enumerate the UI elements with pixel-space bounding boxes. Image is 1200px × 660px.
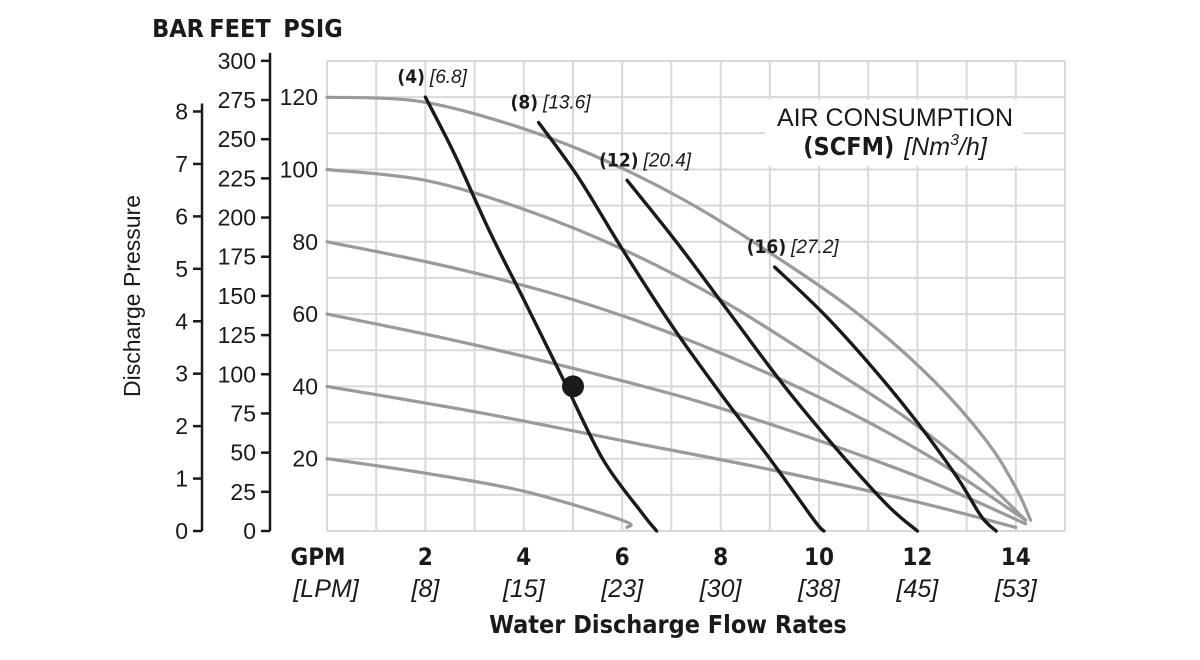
legend: AIR CONSUMPTION (SCFM) [Nm3/h]: [765, 100, 1023, 166]
pressure-curve-4: [325, 312, 1028, 526]
feet-tick-label: 75: [230, 400, 256, 426]
x-unit-gpm: GPM: [290, 543, 345, 571]
air-curve-label-2: (8) [13.6]: [511, 91, 592, 113]
bar-tick-label: 4: [175, 308, 188, 334]
air-curve-nm3h-4: [27.2]: [790, 237, 839, 258]
y-axis-title: Discharge Pressure: [119, 195, 145, 397]
x-tick-label-lpm: [45]: [896, 575, 940, 603]
pressure-curve-3: [325, 240, 1028, 522]
x-tick-label-gpm: 4: [516, 543, 531, 571]
air-curve-3: [625, 178, 920, 533]
air-curve-4: [773, 265, 998, 533]
air-curve-scfm-4: (16): [747, 236, 786, 258]
feet-tick-label: 25: [230, 479, 256, 505]
bar-tick-label: 2: [175, 413, 188, 439]
bar-tick-label: 5: [175, 256, 188, 282]
bar-tick-label: 7: [175, 151, 188, 177]
psig-tick-label: 120: [280, 84, 318, 110]
air-curve-scfm-3: (12): [599, 149, 638, 171]
x-tick-label-gpm: 6: [615, 543, 630, 571]
bar-tick-label: 0: [175, 518, 188, 544]
air-curve-1: [423, 95, 659, 533]
psig-axis-header: PSIG: [283, 14, 343, 43]
x-tick-label-gpm: 14: [1001, 543, 1031, 571]
feet-tick-label: 275: [218, 87, 256, 113]
air-curve-nm3h-1: [6.8]: [429, 67, 468, 88]
curve-labels: (4) [6.8] (8) [13.6] (12) [20.4] (16) [27.2]: [397, 66, 839, 258]
psig-tick-label: 60: [292, 301, 318, 327]
x-tick-label-gpm: 8: [713, 543, 728, 571]
air-consumption-curves: [423, 95, 998, 533]
air-curve-nm3h-2: [13.6]: [542, 92, 591, 113]
x-tick-label-lpm: [38]: [797, 575, 841, 603]
x-tick-label-gpm: 12: [902, 543, 932, 571]
psig-axis: 20 40 60 80 100 120: [280, 84, 318, 472]
x-tick-label-gpm: 10: [804, 543, 834, 571]
air-curve-label-4: (16) [27.2]: [747, 236, 840, 258]
psig-tick-label: 20: [292, 446, 318, 472]
feet-tick-label: 175: [218, 244, 256, 270]
pressure-curve-6: [325, 457, 633, 529]
legend-title: AIR CONSUMPTION: [777, 104, 1013, 132]
bar-tick-label: 6: [175, 203, 188, 229]
x-tick-label-lpm: [30]: [699, 575, 743, 603]
pressure-curve-5: [325, 384, 1018, 529]
legend-nm3-suffix: /h]: [957, 133, 988, 161]
feet-tick-label: 0: [243, 518, 256, 544]
x-axis: GPM [LPM] 2 [8] 4 [15] 6 [23] 8 [30] 10 [38] 12 [45] 1…: [290, 543, 1037, 603]
x-tick-label-gpm: 2: [418, 543, 433, 571]
bar-axis-header: BAR: [152, 14, 204, 43]
pressure-curve-2: [325, 167, 1028, 522]
legend-units: (SCFM) [Nm3/h]: [803, 132, 988, 161]
bar-tick-label: 3: [175, 361, 188, 387]
x-unit-lpm: [LPM]: [292, 575, 359, 603]
pressure-curves: [325, 95, 1033, 529]
feet-axis: 0 25 50 75 100 125 150 175 200 225 250 275 300: [218, 48, 272, 544]
air-curve-2: [536, 120, 826, 533]
x-tick-label-lpm: [23]: [600, 575, 644, 603]
psig-tick-label: 80: [292, 229, 318, 255]
x-tick-label-lpm: [15]: [502, 575, 546, 603]
legend-nm3-prefix: [Nm: [903, 133, 950, 161]
feet-tick-label: 150: [218, 283, 256, 309]
x-tick-label-lpm: [53]: [994, 575, 1038, 603]
bar-tick-label: 8: [175, 99, 188, 125]
air-curve-label-3: (12) [20.4]: [599, 149, 692, 171]
feet-axis-header: FEET: [209, 14, 271, 43]
air-curve-nm3h-3: [20.4]: [643, 150, 692, 171]
legend-nm3-sup: 3: [950, 132, 959, 149]
feet-tick-label: 300: [218, 48, 256, 74]
psig-tick-label: 40: [292, 373, 318, 399]
air-curve-scfm-1: (4): [397, 66, 425, 88]
legend-scfm: (SCFM): [803, 132, 894, 161]
feet-tick-label: 225: [218, 165, 256, 191]
feet-tick-label: 200: [218, 205, 256, 231]
operating-point-marker: [562, 375, 584, 398]
psig-tick-label: 100: [280, 156, 318, 182]
feet-tick-label: 50: [230, 440, 256, 466]
x-axis-title: Water Discharge Flow Rates: [489, 610, 847, 639]
feet-tick-label: 250: [218, 126, 256, 152]
x-tick-label-lpm: [8]: [411, 575, 441, 603]
pressure-curve-1: [325, 95, 1033, 522]
feet-tick-label: 100: [218, 361, 256, 387]
bar-axis: 0 1 2 3 4 5 6 7 8: [175, 99, 204, 544]
air-curve-label-1: (4) [6.8]: [397, 66, 467, 88]
feet-tick-label: 125: [218, 322, 256, 348]
bar-tick-label: 1: [175, 466, 188, 492]
air-curve-scfm-2: (8): [511, 91, 539, 113]
